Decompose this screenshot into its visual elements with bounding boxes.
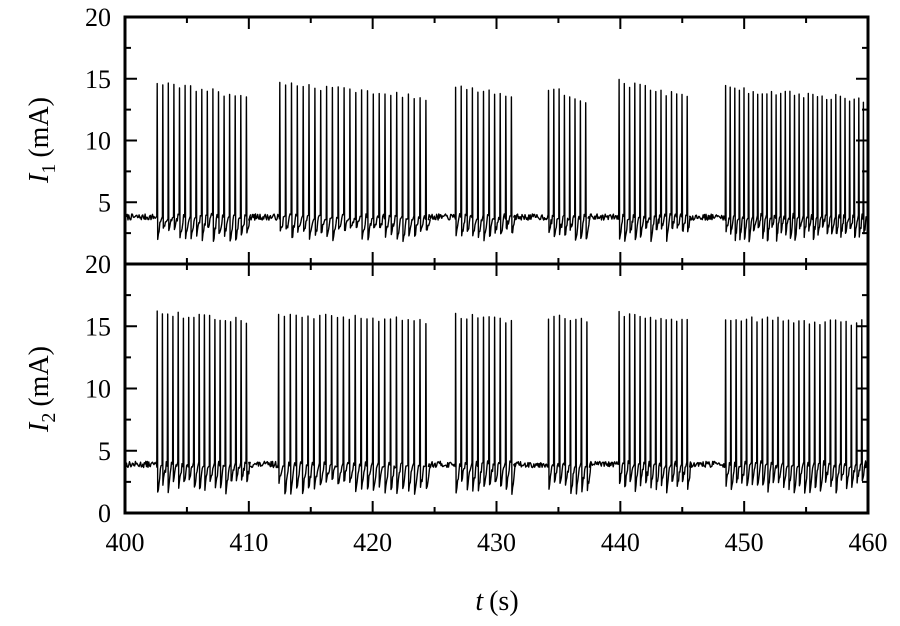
bottom-plot-frame: [123, 262, 870, 515]
bottom-panel: 20 15 10 5 0 400 410 420 430 440 450 460 I2(mA) t(…: [24, 250, 888, 617]
bottom-y-ticks: 20 15 10 5 0: [85, 250, 868, 528]
y-tick-label: 20: [85, 250, 111, 279]
series-line-i1: [124, 78, 869, 243]
top-y-axis-label: I1(mA): [24, 97, 60, 184]
series-line-i2: [124, 310, 869, 495]
x-tick-label: 460: [849, 528, 888, 557]
y-tick-label: 0: [98, 499, 111, 528]
y-tick-label: 5: [98, 188, 111, 217]
bottom-y-axis-label: I2(mA): [24, 346, 60, 433]
x-tick-label: 440: [601, 528, 640, 557]
y-tick-label: 20: [85, 3, 111, 32]
x-tick-label: 410: [229, 528, 268, 557]
x-tick-label: 430: [477, 528, 516, 557]
top-panel: 20 15 10 5 I1(mA): [24, 3, 870, 266]
y-tick-label: 15: [85, 312, 111, 341]
x-tick-label: 450: [725, 528, 764, 557]
y-tick-label: 10: [85, 127, 111, 156]
x-tick-label: 420: [353, 528, 392, 557]
x-axis-label: t (s): [475, 586, 518, 617]
y-tick-label: 5: [98, 437, 111, 466]
y-tick-label: 10: [85, 375, 111, 404]
x-tick-label: 400: [106, 528, 145, 557]
y-tick-label: 15: [85, 65, 111, 94]
